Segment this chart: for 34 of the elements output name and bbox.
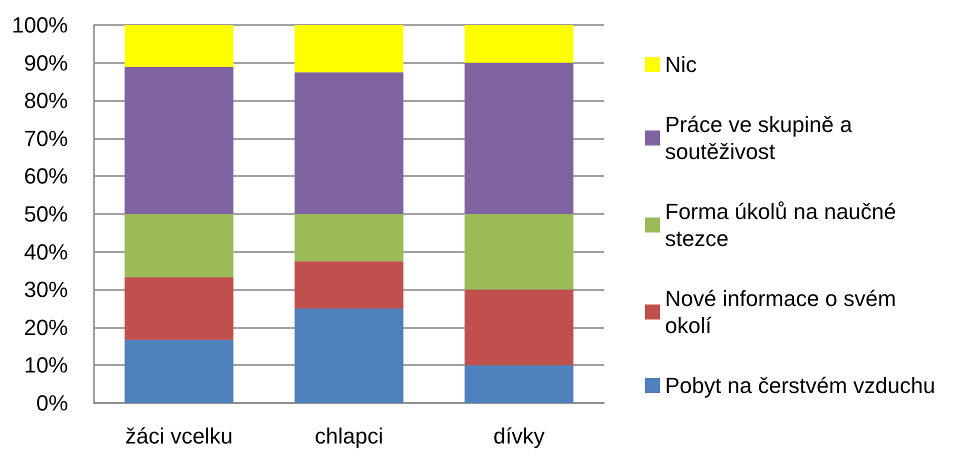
bar [124,340,234,403]
legend-label: Nové informace o svém okolí [665,286,896,338]
y-tick-label: 0% [36,390,68,416]
legend-label: Práce ve skupině a soutěživost [665,112,853,164]
bar [294,214,404,262]
y-tick-label: 40% [24,239,68,264]
bar [294,308,404,403]
bar [464,62,574,214]
bar [464,214,574,290]
bar [464,25,574,63]
y-tick-label: 60% [24,164,68,189]
y-tick-label: 30% [24,277,68,302]
bar [124,214,234,278]
bar [124,66,234,214]
y-tick-label: 10% [24,352,68,378]
bar [464,290,574,366]
bar [294,25,404,72]
legend-label: Forma úkolů na naučné stezce [665,199,896,251]
legend-label: Nic [665,52,697,77]
y-tick-label: 90% [24,50,68,76]
y-tick-label: 80% [24,88,68,114]
y-tick-label: 50% [24,202,68,226]
x-tick-label: žáci vcelku [125,424,233,448]
bar [294,72,404,214]
y-tick-label: 100% [12,12,68,38]
bar [294,261,404,308]
bar [464,365,574,403]
legend-label: Pobyt na čerstvém vzduchu [665,373,936,398]
bar [124,277,234,340]
y-tick-label: 70% [24,126,68,151]
bar [124,25,234,67]
x-tick-label: dívky [493,424,545,448]
x-tick-label: chlapci [314,424,384,448]
y-tick-label: 20% [24,314,68,340]
